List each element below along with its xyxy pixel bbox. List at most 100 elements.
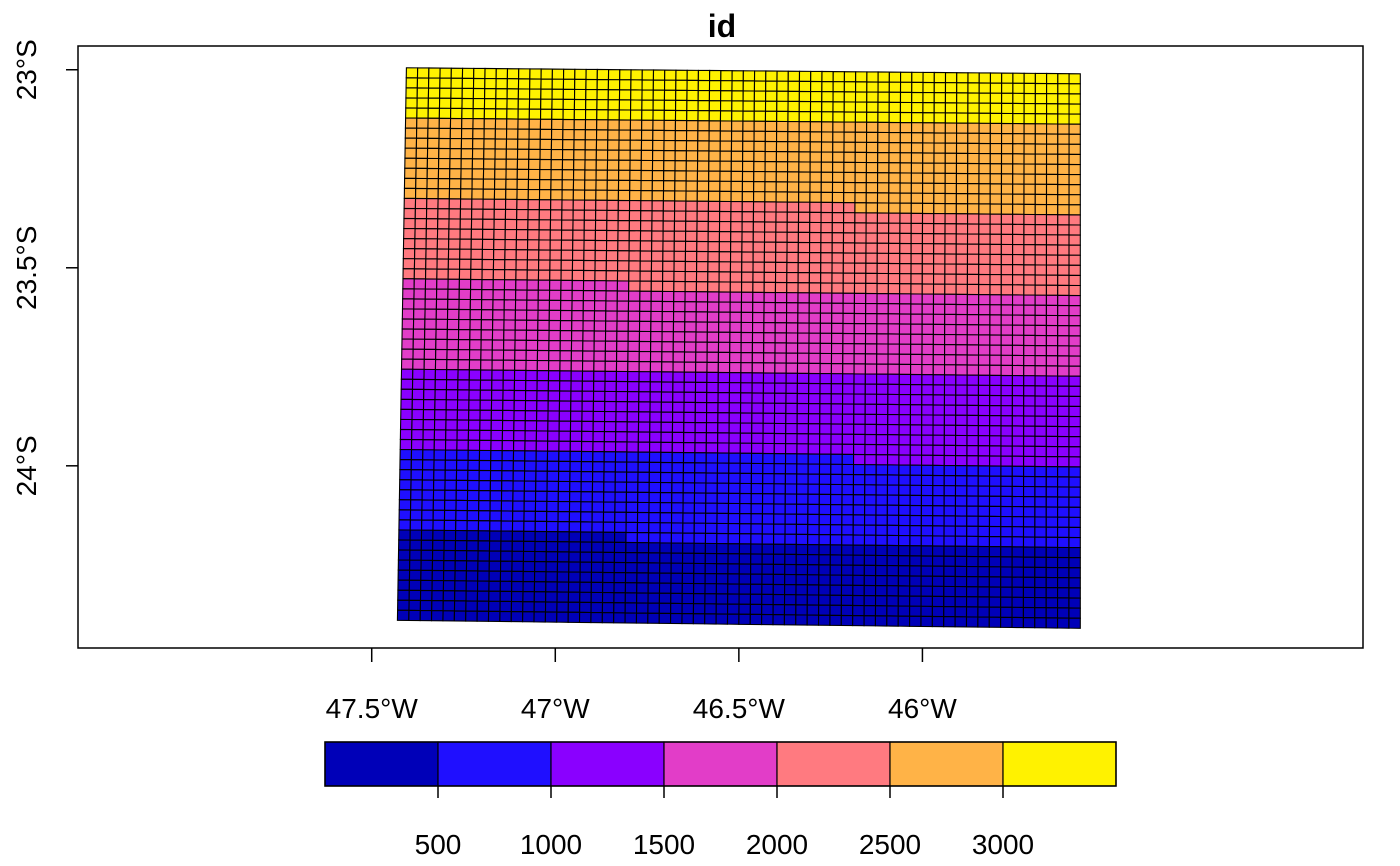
grid-cell	[556, 591, 570, 603]
grid-cell	[585, 78, 598, 91]
grid-cell	[909, 595, 922, 607]
grid-cell	[460, 178, 473, 190]
grid-cell	[740, 311, 754, 324]
grid-cell	[716, 502, 730, 515]
grid-cell	[909, 615, 922, 627]
grid-cell	[469, 298, 483, 311]
grid-cell	[978, 122, 991, 134]
grid-cell	[1068, 587, 1081, 599]
grid-cell	[1011, 445, 1025, 457]
grid-cell	[910, 222, 924, 235]
grid-cell	[671, 411, 685, 423]
grid-cell	[797, 211, 811, 223]
grid-cell	[423, 358, 437, 371]
grid-cell	[920, 605, 933, 618]
grid-cell	[1011, 546, 1025, 558]
grid-cell	[830, 352, 844, 365]
grid-cell	[450, 77, 463, 89]
grid-cell	[922, 122, 935, 134]
grid-cell	[933, 122, 946, 134]
grid-cell	[561, 149, 575, 161]
grid-cell	[795, 533, 809, 546]
grid-cell	[977, 515, 991, 527]
grid-cell	[471, 198, 484, 210]
grid-cell	[787, 151, 800, 163]
grid-cell	[921, 243, 935, 255]
grid-cell	[787, 80, 801, 92]
grid-cell	[764, 181, 777, 193]
grid-cell	[523, 510, 536, 522]
grid-cell	[820, 272, 833, 284]
grid-cell	[842, 282, 856, 294]
x-tick-label: 47°W	[521, 693, 590, 724]
grid-cell	[659, 572, 672, 584]
grid-cell	[909, 605, 922, 617]
grid-cell	[818, 523, 832, 536]
grid-cell	[718, 241, 732, 253]
grid-cell	[476, 580, 490, 592]
grid-cell	[774, 281, 788, 294]
grid-cell	[719, 200, 732, 213]
grid-cell	[832, 111, 845, 123]
grid-cell	[505, 188, 518, 201]
grid-cell	[638, 350, 652, 363]
grid-cell	[515, 289, 528, 301]
grid-cell	[443, 549, 456, 562]
grid-cell	[954, 545, 968, 557]
grid-cell	[739, 472, 752, 485]
grid-cell	[640, 129, 654, 141]
grid-cell	[1034, 566, 1047, 579]
grid-cell	[831, 242, 845, 254]
grid-cell	[615, 411, 628, 423]
grid-cell	[421, 459, 435, 471]
grid-cell	[546, 500, 559, 513]
grid-cell	[404, 147, 417, 159]
grid-cell	[751, 402, 764, 414]
grid-cell	[434, 399, 447, 411]
grid-cell	[820, 151, 834, 163]
grid-cell	[966, 475, 979, 487]
grid-cell	[909, 535, 922, 547]
grid-cell	[706, 311, 720, 323]
grid-cell	[943, 585, 956, 598]
grid-cell	[1000, 445, 1013, 457]
grid-cell	[658, 602, 672, 614]
grid-cell	[402, 248, 416, 260]
grid-cell	[539, 118, 553, 130]
grid-cell	[672, 381, 685, 393]
grid-cell	[512, 450, 526, 462]
grid-cell	[875, 554, 888, 567]
grid-cell	[911, 91, 924, 104]
grid-cell	[707, 261, 720, 273]
grid-cell	[831, 252, 844, 264]
grid-cell	[764, 110, 778, 122]
grid-cell	[731, 90, 744, 102]
grid-cell	[785, 433, 798, 445]
grid-cell	[932, 414, 945, 426]
grid-cell	[561, 209, 574, 221]
grid-cell	[628, 250, 641, 262]
grid-cell	[568, 561, 581, 573]
grid-cell	[921, 232, 935, 245]
grid-cell	[797, 322, 810, 334]
grid-cell	[662, 180, 676, 192]
grid-cell	[978, 263, 991, 276]
grid-cell	[694, 421, 708, 434]
grid-cell	[458, 288, 472, 301]
grid-cell	[773, 453, 787, 465]
grid-cell	[1012, 264, 1025, 276]
grid-cell	[796, 382, 810, 395]
grid-cell	[966, 445, 979, 457]
grid-cell	[966, 324, 980, 336]
grid-cell	[545, 530, 559, 543]
grid-cell	[614, 501, 627, 513]
grid-cell	[967, 172, 980, 185]
grid-cell	[433, 459, 446, 471]
grid-cell	[1068, 577, 1081, 589]
grid-cell	[562, 128, 575, 141]
grid-cell	[403, 187, 417, 200]
grid-cell	[966, 283, 980, 296]
grid-cell	[809, 161, 822, 173]
grid-cell	[829, 594, 843, 606]
grid-cell	[469, 329, 482, 341]
